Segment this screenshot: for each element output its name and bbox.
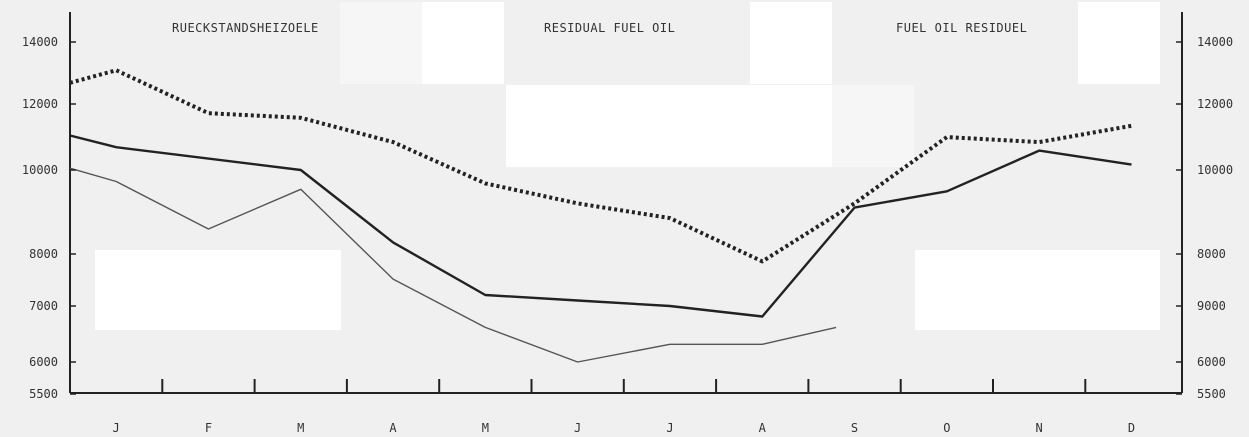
y-tick-label-right: 5500 bbox=[1197, 387, 1226, 401]
month-label: J bbox=[113, 421, 120, 435]
month-label: A bbox=[759, 421, 767, 435]
month-label: N bbox=[1036, 421, 1043, 435]
y-tick-label-right: 10000 bbox=[1197, 163, 1233, 177]
y-tick-label-left: 6000 bbox=[29, 355, 58, 369]
y-tick-label-right: 6000 bbox=[1197, 355, 1226, 369]
series-line-3 bbox=[69, 167, 837, 363]
month-label: A bbox=[389, 421, 397, 435]
y-tick-label-left: 8000 bbox=[29, 247, 58, 261]
chart-title-2: FUEL OIL RESIDUEL bbox=[896, 21, 1027, 35]
y-tick-label-left: 12000 bbox=[22, 97, 58, 111]
series-line-2 bbox=[69, 134, 1132, 318]
chart-title-1: RESIDUAL FUEL OIL bbox=[544, 21, 675, 35]
y-axis-right-ticks: 14000 12000 10000 8000 9000 6000 5500 bbox=[1176, 35, 1233, 401]
month-label: D bbox=[1128, 421, 1135, 435]
y-tick-label-right: 9000 bbox=[1197, 299, 1226, 313]
y-tick-label-right: 12000 bbox=[1197, 97, 1233, 111]
month-label: M bbox=[297, 421, 304, 435]
month-label: J bbox=[666, 421, 673, 435]
y-tick-label-left: 14000 bbox=[22, 35, 58, 49]
month-label: S bbox=[851, 421, 858, 435]
month-label: O bbox=[943, 421, 950, 435]
month-label: J bbox=[574, 421, 581, 435]
month-label: F bbox=[205, 421, 212, 435]
chart-title-0: RUECKSTANDSHEIZOELE bbox=[172, 21, 319, 35]
y-axis-left-ticks: 14000 12000 10000 8000 7000 6000 5500 bbox=[22, 35, 76, 401]
y-tick-label-left: 10000 bbox=[22, 163, 58, 177]
y-tick-label-right: 14000 bbox=[1197, 35, 1233, 49]
y-tick-label-right: 8000 bbox=[1197, 247, 1226, 261]
series-lines bbox=[69, 68, 1132, 363]
y-tick-label-left: 7000 bbox=[29, 299, 58, 313]
y-tick-label-left: 5500 bbox=[29, 387, 58, 401]
month-label: M bbox=[482, 421, 489, 435]
axes bbox=[69, 12, 1183, 394]
chart-titles: RUECKSTANDSHEIZOELE RESIDUAL FUEL OIL FUEL… bbox=[172, 21, 1027, 35]
